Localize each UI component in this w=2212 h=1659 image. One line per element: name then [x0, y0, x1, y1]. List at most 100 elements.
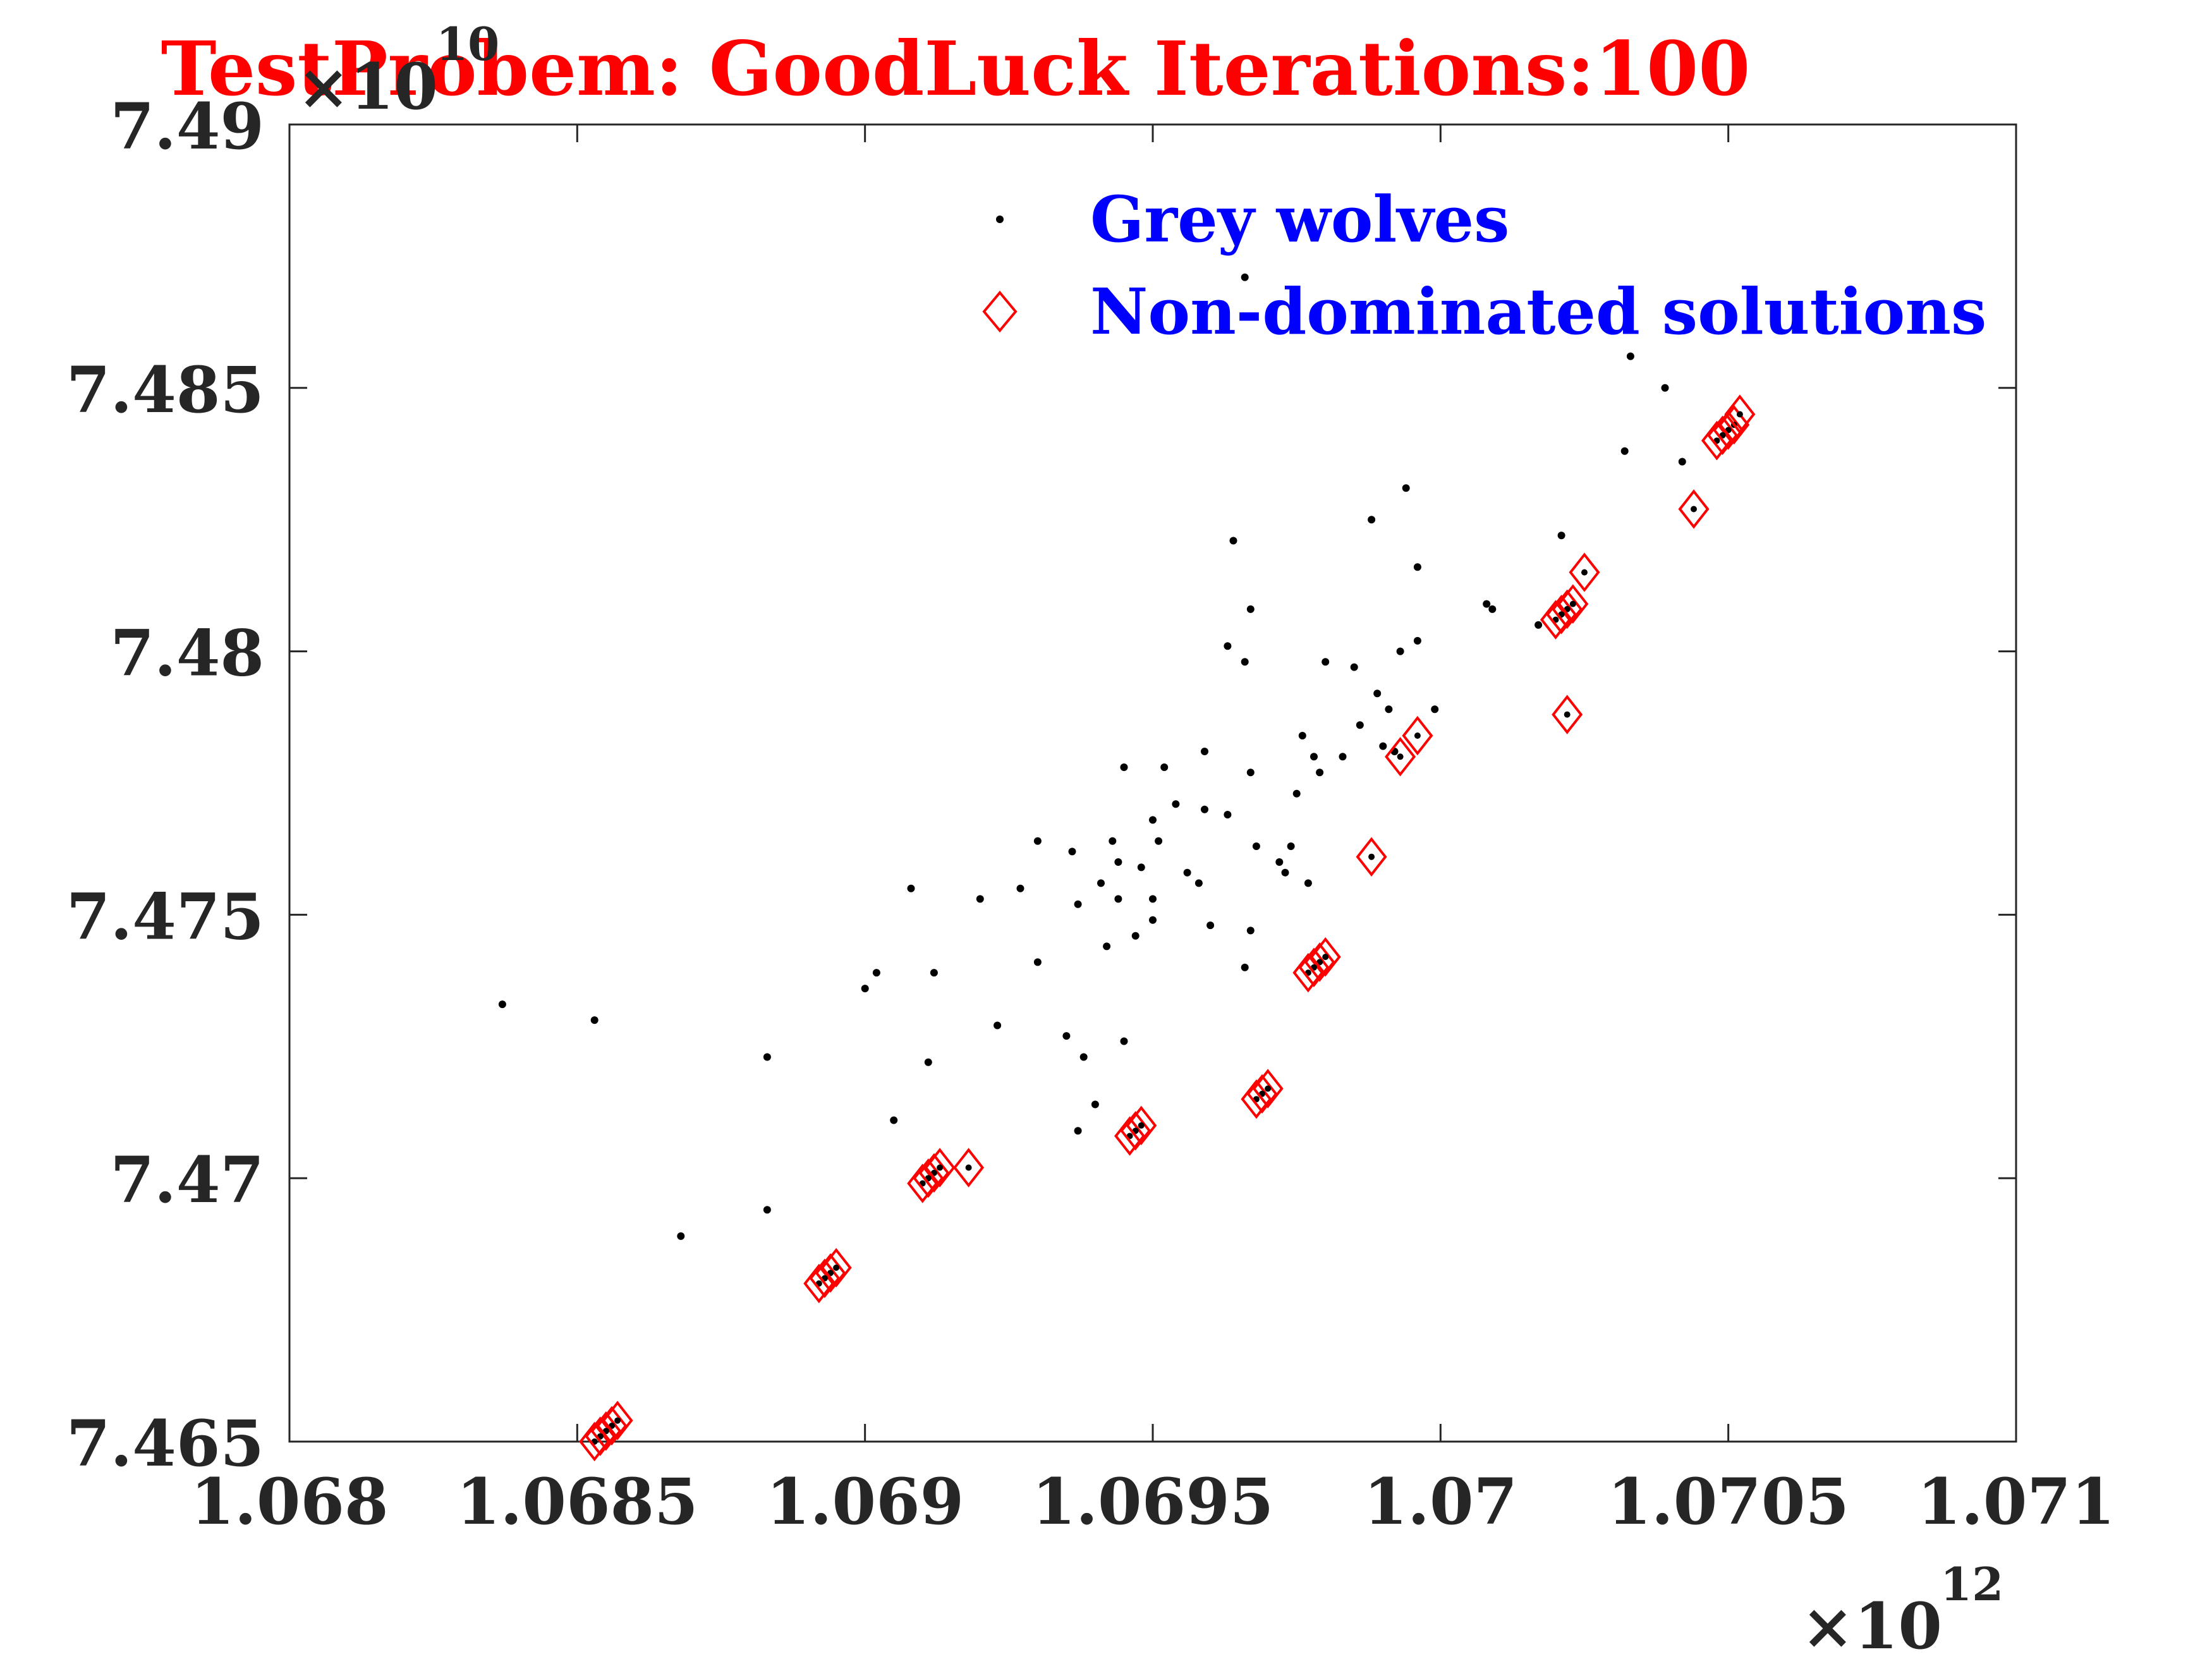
- wolf-point: [1149, 816, 1157, 824]
- y-tick-label: 7.47: [110, 1143, 264, 1217]
- wolf-point: [1483, 600, 1491, 608]
- wolf-point: [1431, 705, 1439, 714]
- non-dominated-center-dot: [1736, 411, 1743, 418]
- wolf-point: [1246, 769, 1255, 777]
- non-dominated-point: [1678, 489, 1710, 529]
- non-dominated-point: [1402, 715, 1433, 756]
- wolf-point: [861, 985, 869, 993]
- wolf-point: [1201, 748, 1208, 755]
- non-dominated-point: [1241, 1079, 1272, 1119]
- wolf-point: [1033, 837, 1042, 845]
- legend-wolves-marker: [996, 216, 1004, 223]
- wolf-point: [1298, 732, 1306, 739]
- wolf-point: [1252, 842, 1260, 850]
- wolf-point: [1033, 958, 1042, 966]
- non-dominated-point: [913, 1158, 944, 1198]
- wolf-point: [1224, 811, 1232, 818]
- y-tick-label: 7.48: [110, 616, 264, 691]
- non-dominated-point: [1304, 942, 1335, 982]
- non-dominated-center-dot: [1564, 711, 1571, 718]
- wolf-point: [1373, 690, 1382, 698]
- wolf-point: [930, 969, 938, 977]
- wolf-point: [890, 1116, 898, 1124]
- x-tick-label: 1.0685: [456, 1464, 698, 1539]
- legend-nondominated-label: Non-dominated solutions: [1090, 274, 1986, 349]
- non-dominated-center-dot: [1265, 1085, 1272, 1092]
- wolf-point: [1137, 863, 1145, 872]
- non-dominated-center-dot: [1414, 732, 1421, 739]
- non-dominated-point: [1252, 1069, 1284, 1109]
- non-dominated-point: [1246, 1074, 1278, 1114]
- wolf-point: [1413, 636, 1421, 645]
- non-dominated-center-dot: [1322, 954, 1329, 961]
- x-axis-multiplier-exponent: 12: [1940, 1557, 2003, 1611]
- non-dominated-center-dot: [1138, 1122, 1145, 1129]
- wolf-point: [1304, 879, 1312, 887]
- x-tick-label: 1.068: [190, 1464, 388, 1539]
- wolf-point: [1155, 837, 1163, 845]
- wolf-point: [1287, 842, 1295, 850]
- wolf-point: [1368, 516, 1376, 524]
- wolf-point: [498, 1000, 506, 1009]
- wolf-point: [1661, 384, 1669, 392]
- x-tick-label: 1.071: [1917, 1464, 2115, 1539]
- wolf-point: [1350, 663, 1358, 671]
- wolf-point: [1172, 800, 1180, 808]
- non-dominated-point: [1718, 404, 1750, 445]
- wolf-point: [1275, 858, 1284, 866]
- non-dominated-point: [918, 1153, 950, 1193]
- non-dominated-center-dot: [614, 1417, 621, 1424]
- non-dominated-point: [1385, 737, 1416, 777]
- non-dominated-point: [809, 1258, 841, 1298]
- wolf-point: [1131, 932, 1139, 940]
- legend-nondominated-marker: [982, 290, 1018, 333]
- chart-title: TestProbem: GoodLuck Iterations:100: [161, 25, 1751, 112]
- y-axis-multiplier: ×10: [297, 49, 438, 124]
- non-dominated-center-dot: [1397, 753, 1404, 760]
- non-dominated-center-dot: [937, 1164, 944, 1171]
- wolf-point: [1206, 921, 1215, 930]
- x-tick-label: 1.07: [1364, 1464, 1518, 1539]
- x-axis-multiplier: ×10: [1801, 1589, 1942, 1659]
- y-tick-label: 7.49: [110, 89, 264, 164]
- wolf-point: [1068, 848, 1076, 856]
- non-dominated-point: [1310, 937, 1341, 977]
- wolf-point: [1557, 532, 1565, 540]
- wolf-point: [1246, 605, 1255, 613]
- wolf-point: [1310, 753, 1318, 761]
- wolf-point: [1149, 916, 1157, 924]
- wolf-point: [1385, 705, 1393, 714]
- non-dominated-point: [820, 1248, 852, 1288]
- legend-wolves-label: Grey wolves: [1090, 182, 1509, 257]
- x-tick-label: 1.0705: [1607, 1464, 1849, 1539]
- non-dominated-point: [579, 1421, 611, 1462]
- wolf-point: [1097, 879, 1105, 887]
- wolf-point: [1241, 273, 1249, 281]
- non-dominated-center-dot: [1368, 853, 1375, 860]
- non-dominated-point: [1546, 595, 1577, 635]
- wolf-point: [1103, 942, 1111, 951]
- wolf-point: [763, 1053, 771, 1061]
- x-axis-ticks: 1.068 1.0685 1.069 1.0695 1.07 1.0705 1.071: [190, 125, 2115, 1539]
- non-dominated-point: [1126, 1105, 1157, 1146]
- non-dominated-center-dot: [1581, 569, 1588, 576]
- wolf-point: [677, 1232, 685, 1240]
- non-dominated-point: [1120, 1110, 1152, 1151]
- wolf-point: [1413, 563, 1421, 571]
- non-dominated-center-dot: [833, 1264, 840, 1271]
- y-axis-ticks: 7.465 7.47 7.475 7.48 7.485 7.49: [66, 89, 2016, 1481]
- wolf-point: [1281, 868, 1289, 877]
- non-dominated-point: [1114, 1116, 1146, 1156]
- wolf-point: [1246, 927, 1255, 935]
- wolf-point: [1316, 769, 1324, 777]
- wolf-point: [1241, 658, 1249, 666]
- non-dominated-point: [585, 1416, 616, 1456]
- non-dominated-point: [1707, 415, 1739, 456]
- x-tick-label: 1.069: [766, 1464, 964, 1539]
- non-dominated-point: [1713, 410, 1744, 450]
- wolf-point: [872, 969, 880, 977]
- wolf-point: [1074, 900, 1082, 908]
- y-tick-label: 7.475: [66, 879, 264, 954]
- wolf-point: [1120, 763, 1128, 771]
